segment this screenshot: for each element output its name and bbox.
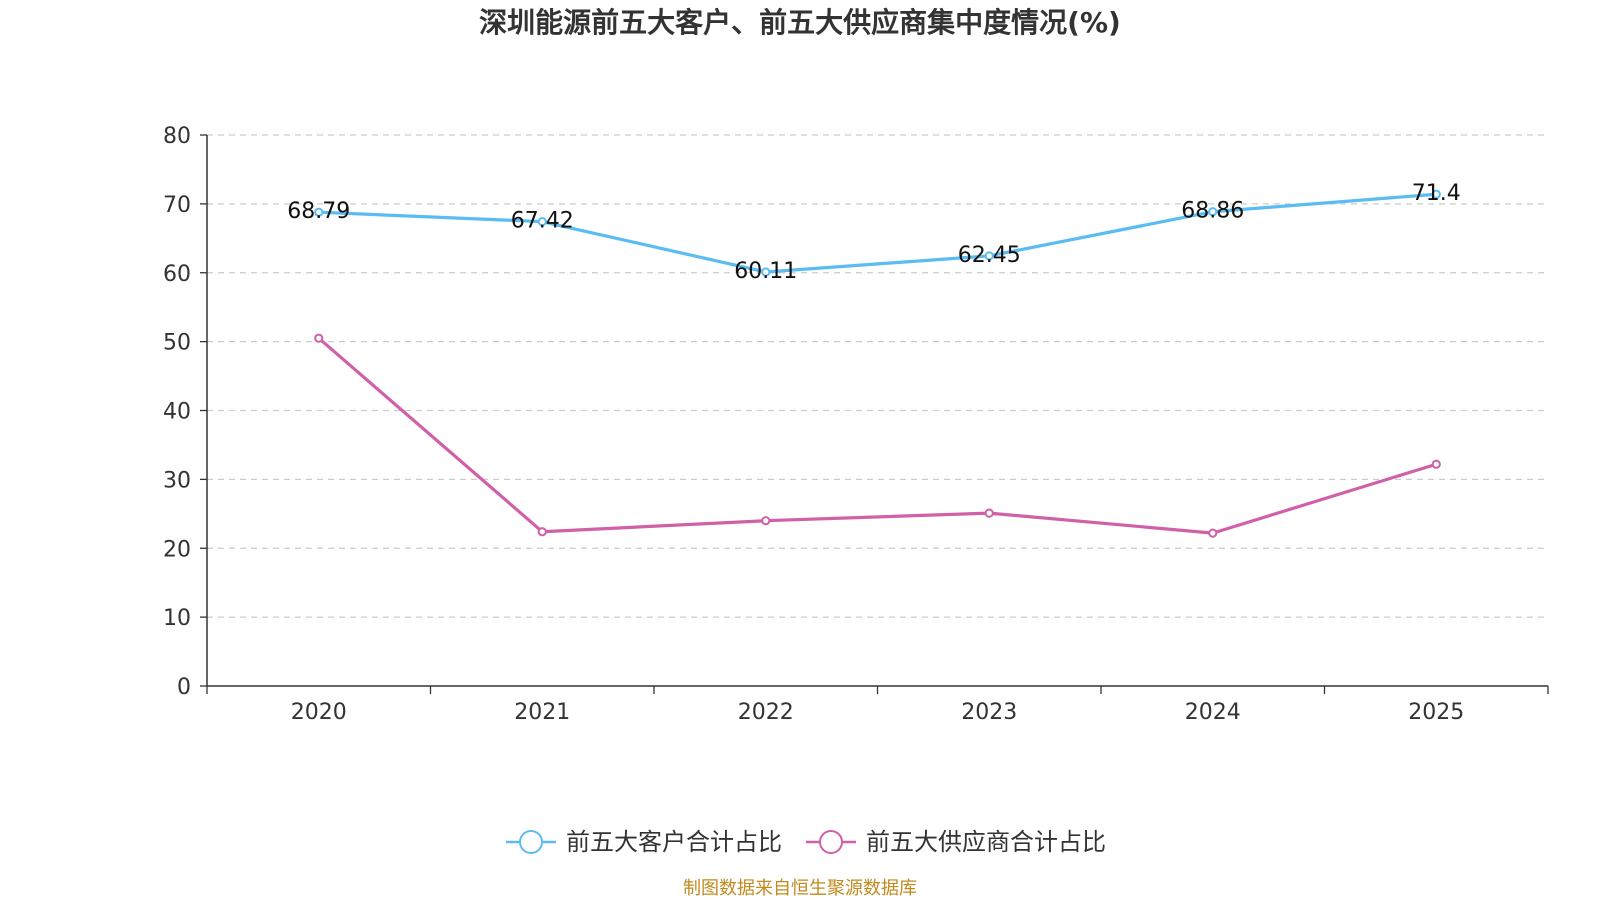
series-1-point-2024[interactable] [1208,207,1218,217]
x-tick-label-2024: 2024 [1185,700,1241,725]
legend-marker-2[interactable] [819,830,843,854]
legend-marker-1[interactable] [519,830,543,854]
axes: 0 10 20 30 40 50 60 70 80 2020 2021 2022 2023 2024 202… [163,124,1549,725]
legend-label-2[interactable]: 前五大供应商合计占比 [866,828,1106,856]
series-2-point-2024[interactable] [1208,528,1218,538]
series-2-point-2023[interactable] [984,508,994,518]
series-2-point-2021[interactable] [537,527,547,537]
series-lines [314,189,1441,538]
legend[interactable]: 前五大客户合计占比 前五大供应商合计占比 [506,828,1106,856]
series-1-label-2022: 60.11 [734,259,797,284]
y-tick-label-20: 20 [163,537,191,562]
legend-label-1[interactable]: 前五大客户合计占比 [566,828,782,856]
series-1-label-2023: 62.45 [958,243,1021,268]
x-tick-label-2020: 2020 [291,700,347,725]
series-1-point-2020[interactable] [314,207,324,217]
series-1-label-2021: 67.42 [511,209,574,234]
series-1-point-2023[interactable] [984,251,994,261]
series-2-point-2020[interactable] [314,333,324,343]
x-tick-label-2023: 2023 [961,700,1017,725]
x-tick-label-2025: 2025 [1408,700,1464,725]
series-line-1[interactable] [318,192,1437,274]
series-line-2[interactable] [317,336,1437,535]
chart-title: 深圳能源前五大客户、前五大供应商集中度情况(%) [479,6,1121,39]
y-tick-label-0: 0 [177,675,191,700]
series-1-point-2025[interactable] [1431,189,1441,199]
series-2-point-2022[interactable] [761,516,771,526]
y-tick-label-50: 50 [163,331,191,356]
series-1-point-2021[interactable] [537,217,547,227]
x-tick-label-2021: 2021 [514,700,570,725]
series-1-label-2024: 68.86 [1181,199,1244,224]
series-1-label-2020: 68.79 [287,199,350,224]
y-tick-label-60: 60 [163,262,191,287]
data-labels: 68.79 67.42 60.11 62.45 68.86 71.4 [287,181,1460,284]
x-tick-label-2022: 2022 [738,700,794,725]
series-1-label-2025: 71.4 [1412,181,1461,206]
series-2-point-2025[interactable] [1431,459,1441,469]
series-1-point-2022[interactable] [761,267,771,277]
y-tick-label-40: 40 [163,400,191,425]
y-tick-label-30: 30 [163,468,191,493]
y-tick-label-10: 10 [163,606,191,631]
y-tick-label-80: 80 [163,124,191,149]
source-note: 制图数据来自恒生聚源数据库 [683,878,917,899]
y-tick-label-70: 70 [163,193,191,218]
grid-lines [207,134,1548,618]
